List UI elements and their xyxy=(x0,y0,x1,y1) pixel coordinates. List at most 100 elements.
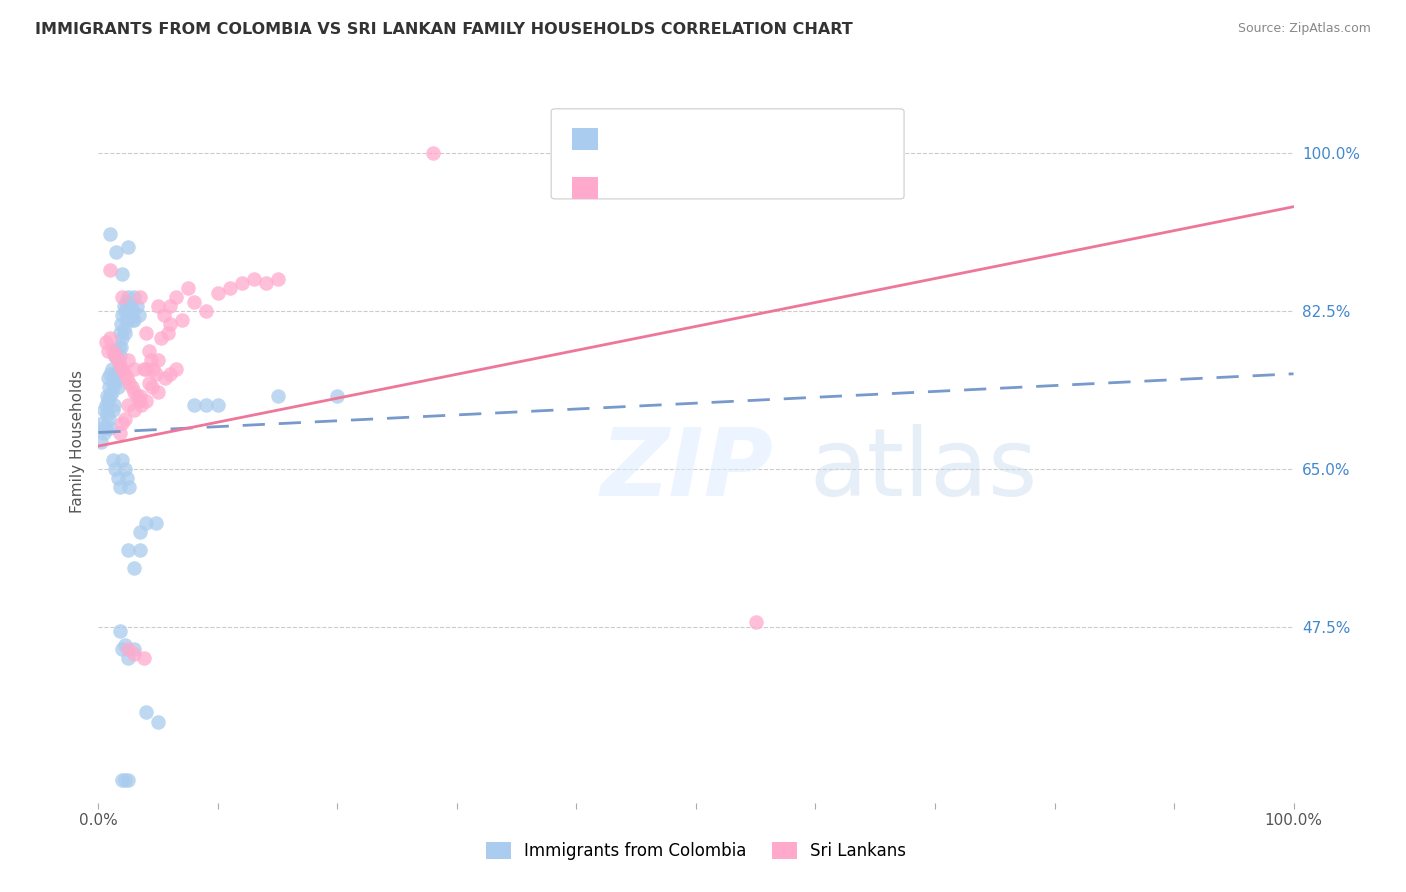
Point xyxy=(183,294,205,309)
Point xyxy=(153,308,176,322)
Point xyxy=(100,362,122,376)
Point xyxy=(111,268,134,282)
Point xyxy=(97,344,120,359)
Point xyxy=(110,340,132,354)
Point xyxy=(98,421,122,435)
Point xyxy=(267,272,290,286)
Point xyxy=(129,524,152,539)
Text: R =: R = xyxy=(607,178,644,197)
Point xyxy=(118,480,141,494)
Point xyxy=(135,393,157,408)
Point xyxy=(117,773,139,788)
Point xyxy=(98,389,122,403)
Point xyxy=(115,312,138,326)
Point xyxy=(103,371,125,385)
Point xyxy=(156,326,179,341)
Point xyxy=(103,398,125,412)
Point xyxy=(97,393,120,408)
Point xyxy=(94,335,117,350)
Point xyxy=(108,480,131,494)
Point xyxy=(124,384,146,399)
Point xyxy=(107,380,129,394)
Point xyxy=(145,367,167,381)
Point xyxy=(159,367,181,381)
Point xyxy=(422,145,444,160)
Point xyxy=(129,389,152,403)
Text: 0.334: 0.334 xyxy=(645,178,699,197)
Point xyxy=(326,389,349,403)
Point xyxy=(107,353,129,368)
Point xyxy=(243,272,266,286)
Point xyxy=(101,452,124,467)
Point xyxy=(195,398,218,412)
Point xyxy=(110,317,132,331)
Point xyxy=(100,384,122,399)
Point xyxy=(114,461,136,475)
Point xyxy=(97,371,120,385)
Y-axis label: Family Households: Family Households xyxy=(69,370,84,513)
Text: 82: 82 xyxy=(741,129,763,148)
Point xyxy=(101,344,124,359)
Point xyxy=(128,393,150,408)
Point xyxy=(148,714,170,729)
Point xyxy=(125,389,148,403)
Point xyxy=(108,425,131,440)
Point xyxy=(115,294,138,309)
Point xyxy=(122,303,145,318)
Point xyxy=(121,380,143,394)
Point xyxy=(108,349,131,363)
Point xyxy=(118,308,141,322)
Point xyxy=(111,308,134,322)
Point xyxy=(183,398,205,412)
Point xyxy=(104,461,127,475)
Point xyxy=(139,353,162,368)
Point xyxy=(159,299,181,313)
Point xyxy=(117,542,139,557)
Point xyxy=(141,380,163,394)
Point xyxy=(124,290,146,304)
Point xyxy=(138,376,160,390)
Point xyxy=(145,516,167,530)
Point xyxy=(207,398,229,412)
Point xyxy=(165,362,187,376)
Point xyxy=(114,326,136,341)
Point xyxy=(219,281,242,295)
Point xyxy=(124,561,146,575)
Point xyxy=(135,326,157,341)
Point xyxy=(96,389,118,403)
Text: 69: 69 xyxy=(741,178,763,197)
Point xyxy=(117,240,139,254)
Point xyxy=(104,349,127,363)
Point xyxy=(131,398,153,412)
Point xyxy=(124,362,146,376)
Text: Source: ZipAtlas.com: Source: ZipAtlas.com xyxy=(1237,22,1371,36)
Point xyxy=(114,773,136,788)
Point xyxy=(135,362,157,376)
Point xyxy=(129,290,152,304)
Point xyxy=(98,380,121,394)
Point xyxy=(111,452,134,467)
Point xyxy=(124,647,146,661)
Point xyxy=(172,312,194,326)
Text: N =: N = xyxy=(703,129,751,148)
Point xyxy=(129,542,152,557)
Point xyxy=(124,403,146,417)
Point xyxy=(112,299,135,313)
Point xyxy=(98,227,122,241)
Point xyxy=(111,642,134,657)
Point xyxy=(132,362,155,376)
Text: N =: N = xyxy=(703,178,751,197)
Point xyxy=(138,344,160,359)
Point xyxy=(93,425,115,440)
Point xyxy=(90,434,112,449)
Point xyxy=(267,389,290,403)
Point xyxy=(107,353,129,368)
Point xyxy=(115,371,138,385)
Point xyxy=(165,290,187,304)
Point xyxy=(91,417,114,431)
Point xyxy=(177,281,200,295)
Point xyxy=(149,331,172,345)
Point xyxy=(115,471,138,485)
Point xyxy=(148,353,170,368)
Point xyxy=(98,412,121,426)
